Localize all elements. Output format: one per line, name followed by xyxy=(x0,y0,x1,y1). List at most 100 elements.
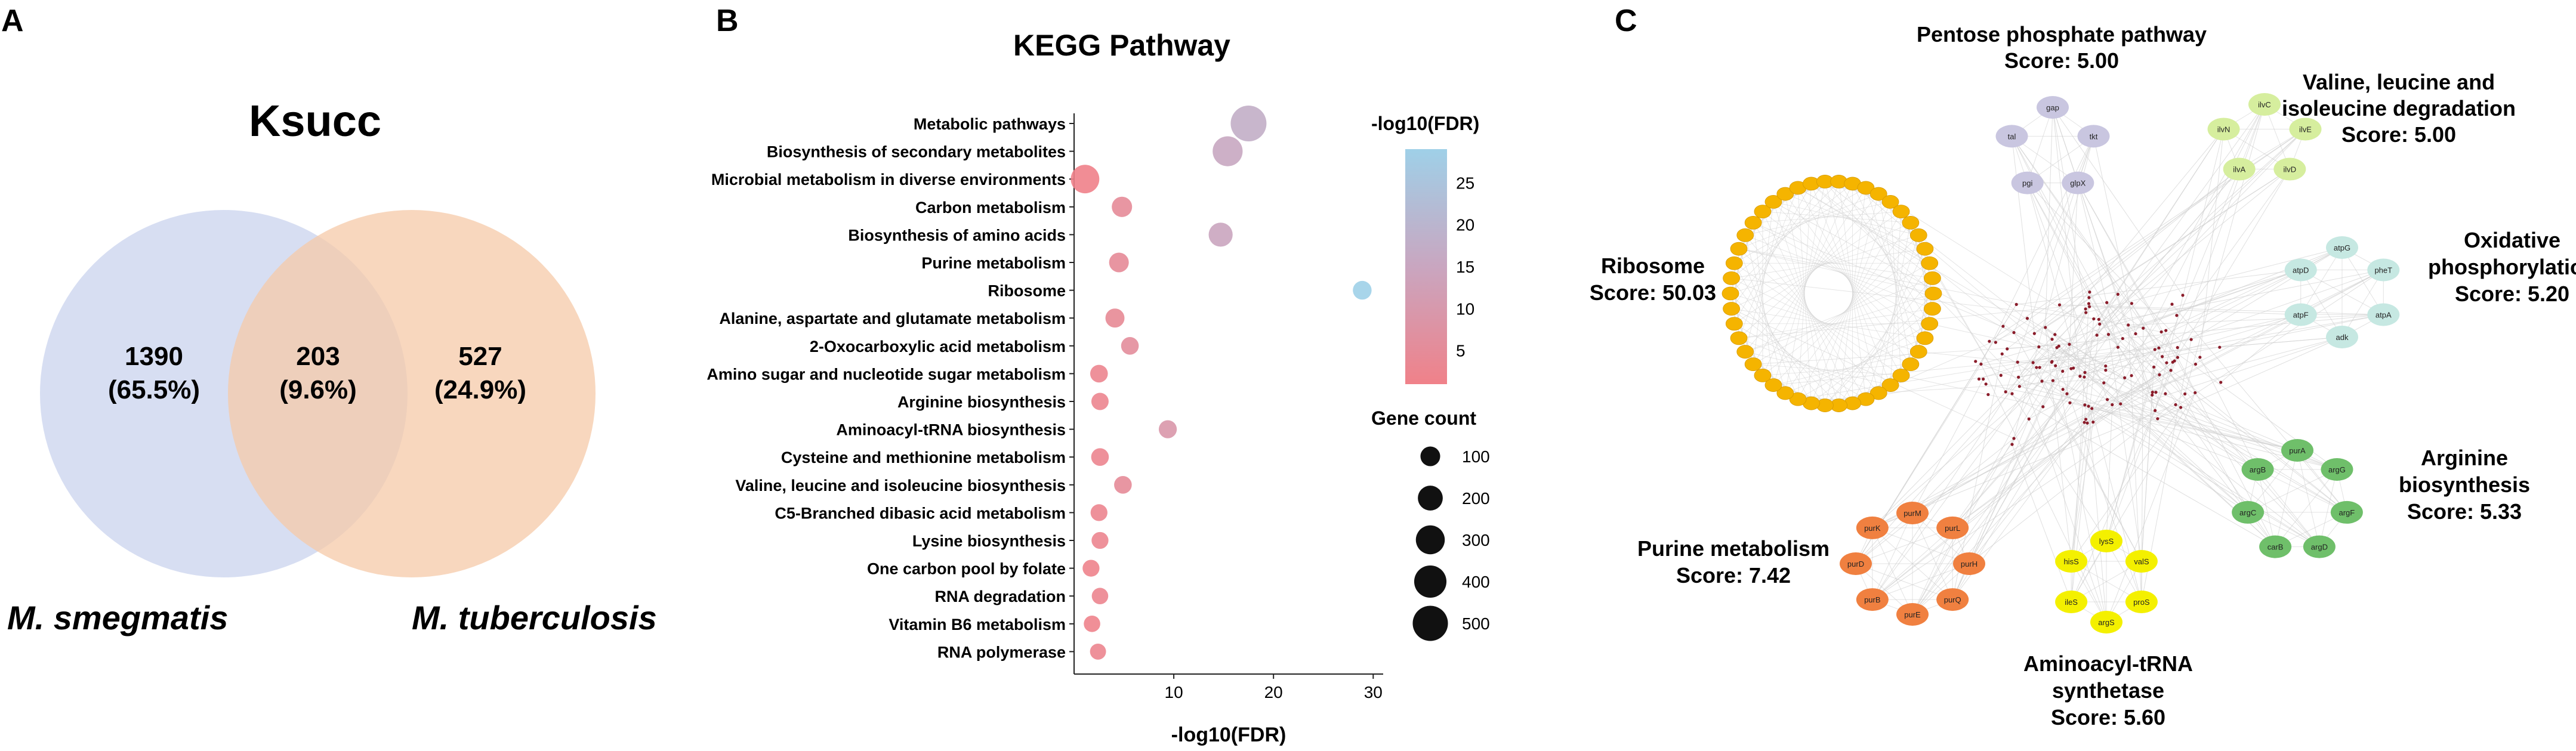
category-label: 2-Oxocarboxylic acid metabolism xyxy=(810,338,1066,356)
edge xyxy=(2059,304,2384,315)
data-point xyxy=(1114,475,1132,494)
edge xyxy=(1855,308,2086,564)
size-legend-label: 300 xyxy=(1462,531,1490,549)
edge xyxy=(1773,202,1919,236)
edge xyxy=(1731,278,1911,365)
gene-label: argB xyxy=(2250,465,2266,474)
gene-label: purB xyxy=(1864,595,1880,604)
edge xyxy=(1797,187,1812,404)
edge xyxy=(2247,450,2298,513)
ribosome-node xyxy=(1909,345,1927,359)
edge xyxy=(1738,248,1891,385)
edge xyxy=(1745,278,1933,353)
edge xyxy=(1785,181,1825,393)
gene-node xyxy=(2232,500,2265,524)
ribosome-node xyxy=(1902,215,1920,230)
gene-label: argG xyxy=(2328,465,2346,474)
network-node-small xyxy=(2181,293,2185,297)
network-node-small xyxy=(2142,326,2145,330)
cluster-purine: purM purL purH purQ purE purB purD purK xyxy=(1840,502,1985,626)
venn-label-smegmatis: M. smegmatis xyxy=(7,599,228,636)
edge xyxy=(1980,364,2107,623)
edge xyxy=(2154,366,2258,470)
network-node-small xyxy=(2078,375,2082,378)
edge xyxy=(2175,404,2337,470)
cluster-label-purine: Purine metabolism xyxy=(1637,536,1830,561)
data-point xyxy=(1105,308,1125,328)
cluster-score-ribosome: Score: 50.03 xyxy=(1590,280,1716,305)
edge xyxy=(1797,183,1812,400)
cluster-arg: purA argG argF argD carB argC argB xyxy=(2232,439,2363,558)
gene-label: ilvC xyxy=(2258,100,2271,109)
gene-node xyxy=(2062,171,2094,194)
edge xyxy=(1865,187,1919,352)
edge xyxy=(2086,247,2343,313)
edge xyxy=(2032,270,2301,363)
gene-label: argS xyxy=(2098,618,2115,627)
edge xyxy=(2052,107,2078,183)
network-center-nodes xyxy=(1974,290,2223,446)
color-legend-title: -log10(FDR) xyxy=(1371,113,1479,134)
edge xyxy=(2077,183,2153,395)
edge xyxy=(1855,438,2014,564)
data-point xyxy=(1090,504,1107,521)
edge xyxy=(1878,193,2154,367)
data-point xyxy=(1158,420,1177,438)
network-node-small xyxy=(2123,376,2127,379)
network-node-small xyxy=(2091,421,2095,424)
edge xyxy=(1890,211,1902,385)
edge xyxy=(1731,222,1911,309)
data-point xyxy=(1090,364,1108,383)
network-node-small xyxy=(2111,403,2114,407)
edge xyxy=(1952,370,2171,529)
network-node-small xyxy=(2001,324,2005,328)
network-node-small xyxy=(2154,391,2158,394)
network-node-small xyxy=(2159,330,2163,334)
gene-node xyxy=(2284,303,2317,326)
gene-node xyxy=(2207,118,2240,141)
gene-label: purK xyxy=(1864,524,1881,533)
color-legend-bar xyxy=(1405,149,1447,384)
edge xyxy=(2013,136,2094,333)
size-legend-dot xyxy=(1420,446,1440,466)
size-legend-label: 200 xyxy=(1462,489,1490,508)
edge xyxy=(2055,366,2107,623)
edge xyxy=(2199,129,2225,358)
data-point xyxy=(1090,643,1106,660)
network-node-small xyxy=(2012,437,2016,440)
edge xyxy=(1731,248,1925,279)
edge xyxy=(2106,362,2173,542)
edge xyxy=(2257,469,2320,547)
gene-node xyxy=(1840,552,1872,575)
gene-label: atpF xyxy=(2293,311,2309,320)
category-label: Biosynthesis of amino acids xyxy=(848,226,1066,244)
ribosome-node xyxy=(1723,271,1740,285)
ribosome-node xyxy=(1736,345,1754,359)
edge xyxy=(2027,183,2109,335)
category-label: Alanine, aspartate and glutamate metabol… xyxy=(719,310,1066,327)
network-node-small xyxy=(2183,392,2187,396)
gene-label: glpX xyxy=(2070,179,2086,188)
network-node-small xyxy=(2017,385,2021,388)
gene-label: purA xyxy=(2289,446,2306,455)
edge xyxy=(1872,374,2160,529)
network-node-small xyxy=(2006,347,2009,351)
network-node-small xyxy=(2194,391,2197,394)
cluster-label-ppp: Pentose phosphate pathway xyxy=(1917,22,2207,47)
cluster-score-oxphos: Score: 5.20 xyxy=(2455,282,2569,306)
edge xyxy=(1762,211,1911,223)
data-point xyxy=(1109,252,1129,273)
edge xyxy=(1912,338,2123,615)
edge xyxy=(2096,169,2240,336)
edge xyxy=(1734,187,1867,264)
edge xyxy=(1952,303,2089,600)
edge xyxy=(2071,393,2196,602)
ribosome-node xyxy=(1776,187,1794,201)
ribosome-node xyxy=(1881,378,1899,392)
edge xyxy=(1753,222,1867,400)
gene-label: purE xyxy=(1904,610,1921,619)
edge xyxy=(2032,362,2142,562)
edge xyxy=(1731,181,1825,309)
category-label: Carbon metabolism xyxy=(915,199,1066,217)
edge xyxy=(2170,104,2265,371)
